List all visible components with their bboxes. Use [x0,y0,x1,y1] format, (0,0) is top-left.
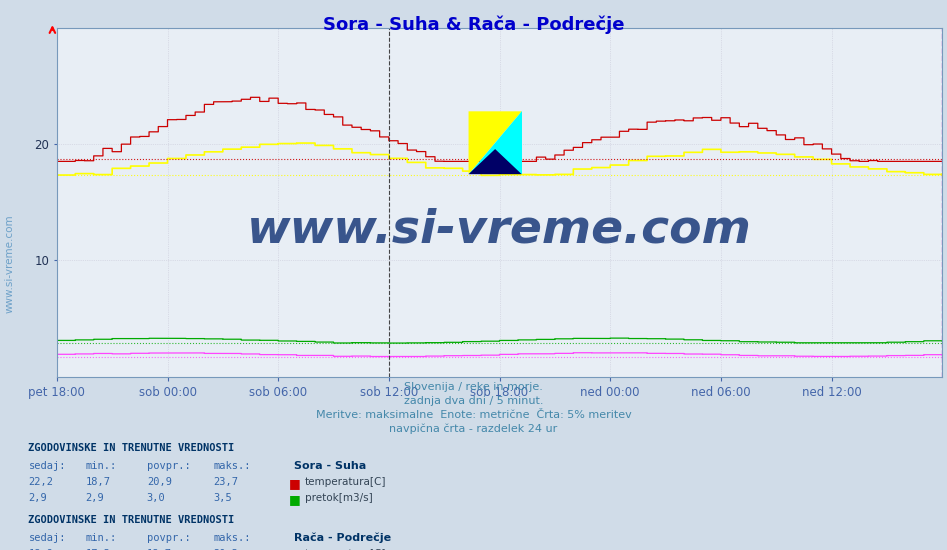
Text: Meritve: maksimalne  Enote: metrične  Črta: 5% meritev: Meritve: maksimalne Enote: metrične Črta… [315,410,632,420]
Text: 20,3: 20,3 [213,549,238,550]
Text: www.si-vreme.com: www.si-vreme.com [247,207,752,252]
Text: sedaj:: sedaj: [28,533,66,543]
Polygon shape [469,149,522,174]
Text: ZGODOVINSKE IN TRENUTNE VREDNOSTI: ZGODOVINSKE IN TRENUTNE VREDNOSTI [28,443,235,453]
Text: 18,7: 18,7 [85,477,110,487]
Text: Rača - Podrečje: Rača - Podrečje [294,533,391,543]
Text: 20,9: 20,9 [147,477,171,487]
Text: 22,2: 22,2 [28,477,53,487]
Text: 3,5: 3,5 [213,493,232,503]
Text: 3,0: 3,0 [147,493,166,503]
Text: pretok[m3/s]: pretok[m3/s] [305,493,373,503]
Text: navpična črta - razdelek 24 ur: navpična črta - razdelek 24 ur [389,424,558,434]
Text: ■: ■ [289,477,300,491]
Text: 17,3: 17,3 [85,549,110,550]
Text: 23,7: 23,7 [213,477,238,487]
Text: www.si-vreme.com: www.si-vreme.com [5,214,14,314]
Text: 18,9: 18,9 [28,549,53,550]
Text: min.:: min.: [85,461,116,471]
Text: povpr.:: povpr.: [147,461,190,471]
Text: zadnja dva dni / 5 minut.: zadnja dva dni / 5 minut. [403,396,544,406]
Text: maks.:: maks.: [213,533,251,543]
Text: ■: ■ [289,549,300,550]
Text: Sora - Suha: Sora - Suha [294,461,366,471]
Text: 2,9: 2,9 [28,493,47,503]
Text: povpr.:: povpr.: [147,533,190,543]
Polygon shape [469,111,522,174]
Text: Sora - Suha & Rača - Podrečje: Sora - Suha & Rača - Podrečje [323,15,624,34]
Text: 2,9: 2,9 [85,493,104,503]
Text: temperatura[C]: temperatura[C] [305,549,386,550]
Text: ■: ■ [289,493,300,506]
Polygon shape [469,111,522,174]
Text: min.:: min.: [85,533,116,543]
Text: maks.:: maks.: [213,461,251,471]
Text: Slovenija / reke in morje.: Slovenija / reke in morje. [404,382,543,392]
Text: temperatura[C]: temperatura[C] [305,477,386,487]
Text: 18,7: 18,7 [147,549,171,550]
Text: ZGODOVINSKE IN TRENUTNE VREDNOSTI: ZGODOVINSKE IN TRENUTNE VREDNOSTI [28,515,235,525]
Text: sedaj:: sedaj: [28,461,66,471]
